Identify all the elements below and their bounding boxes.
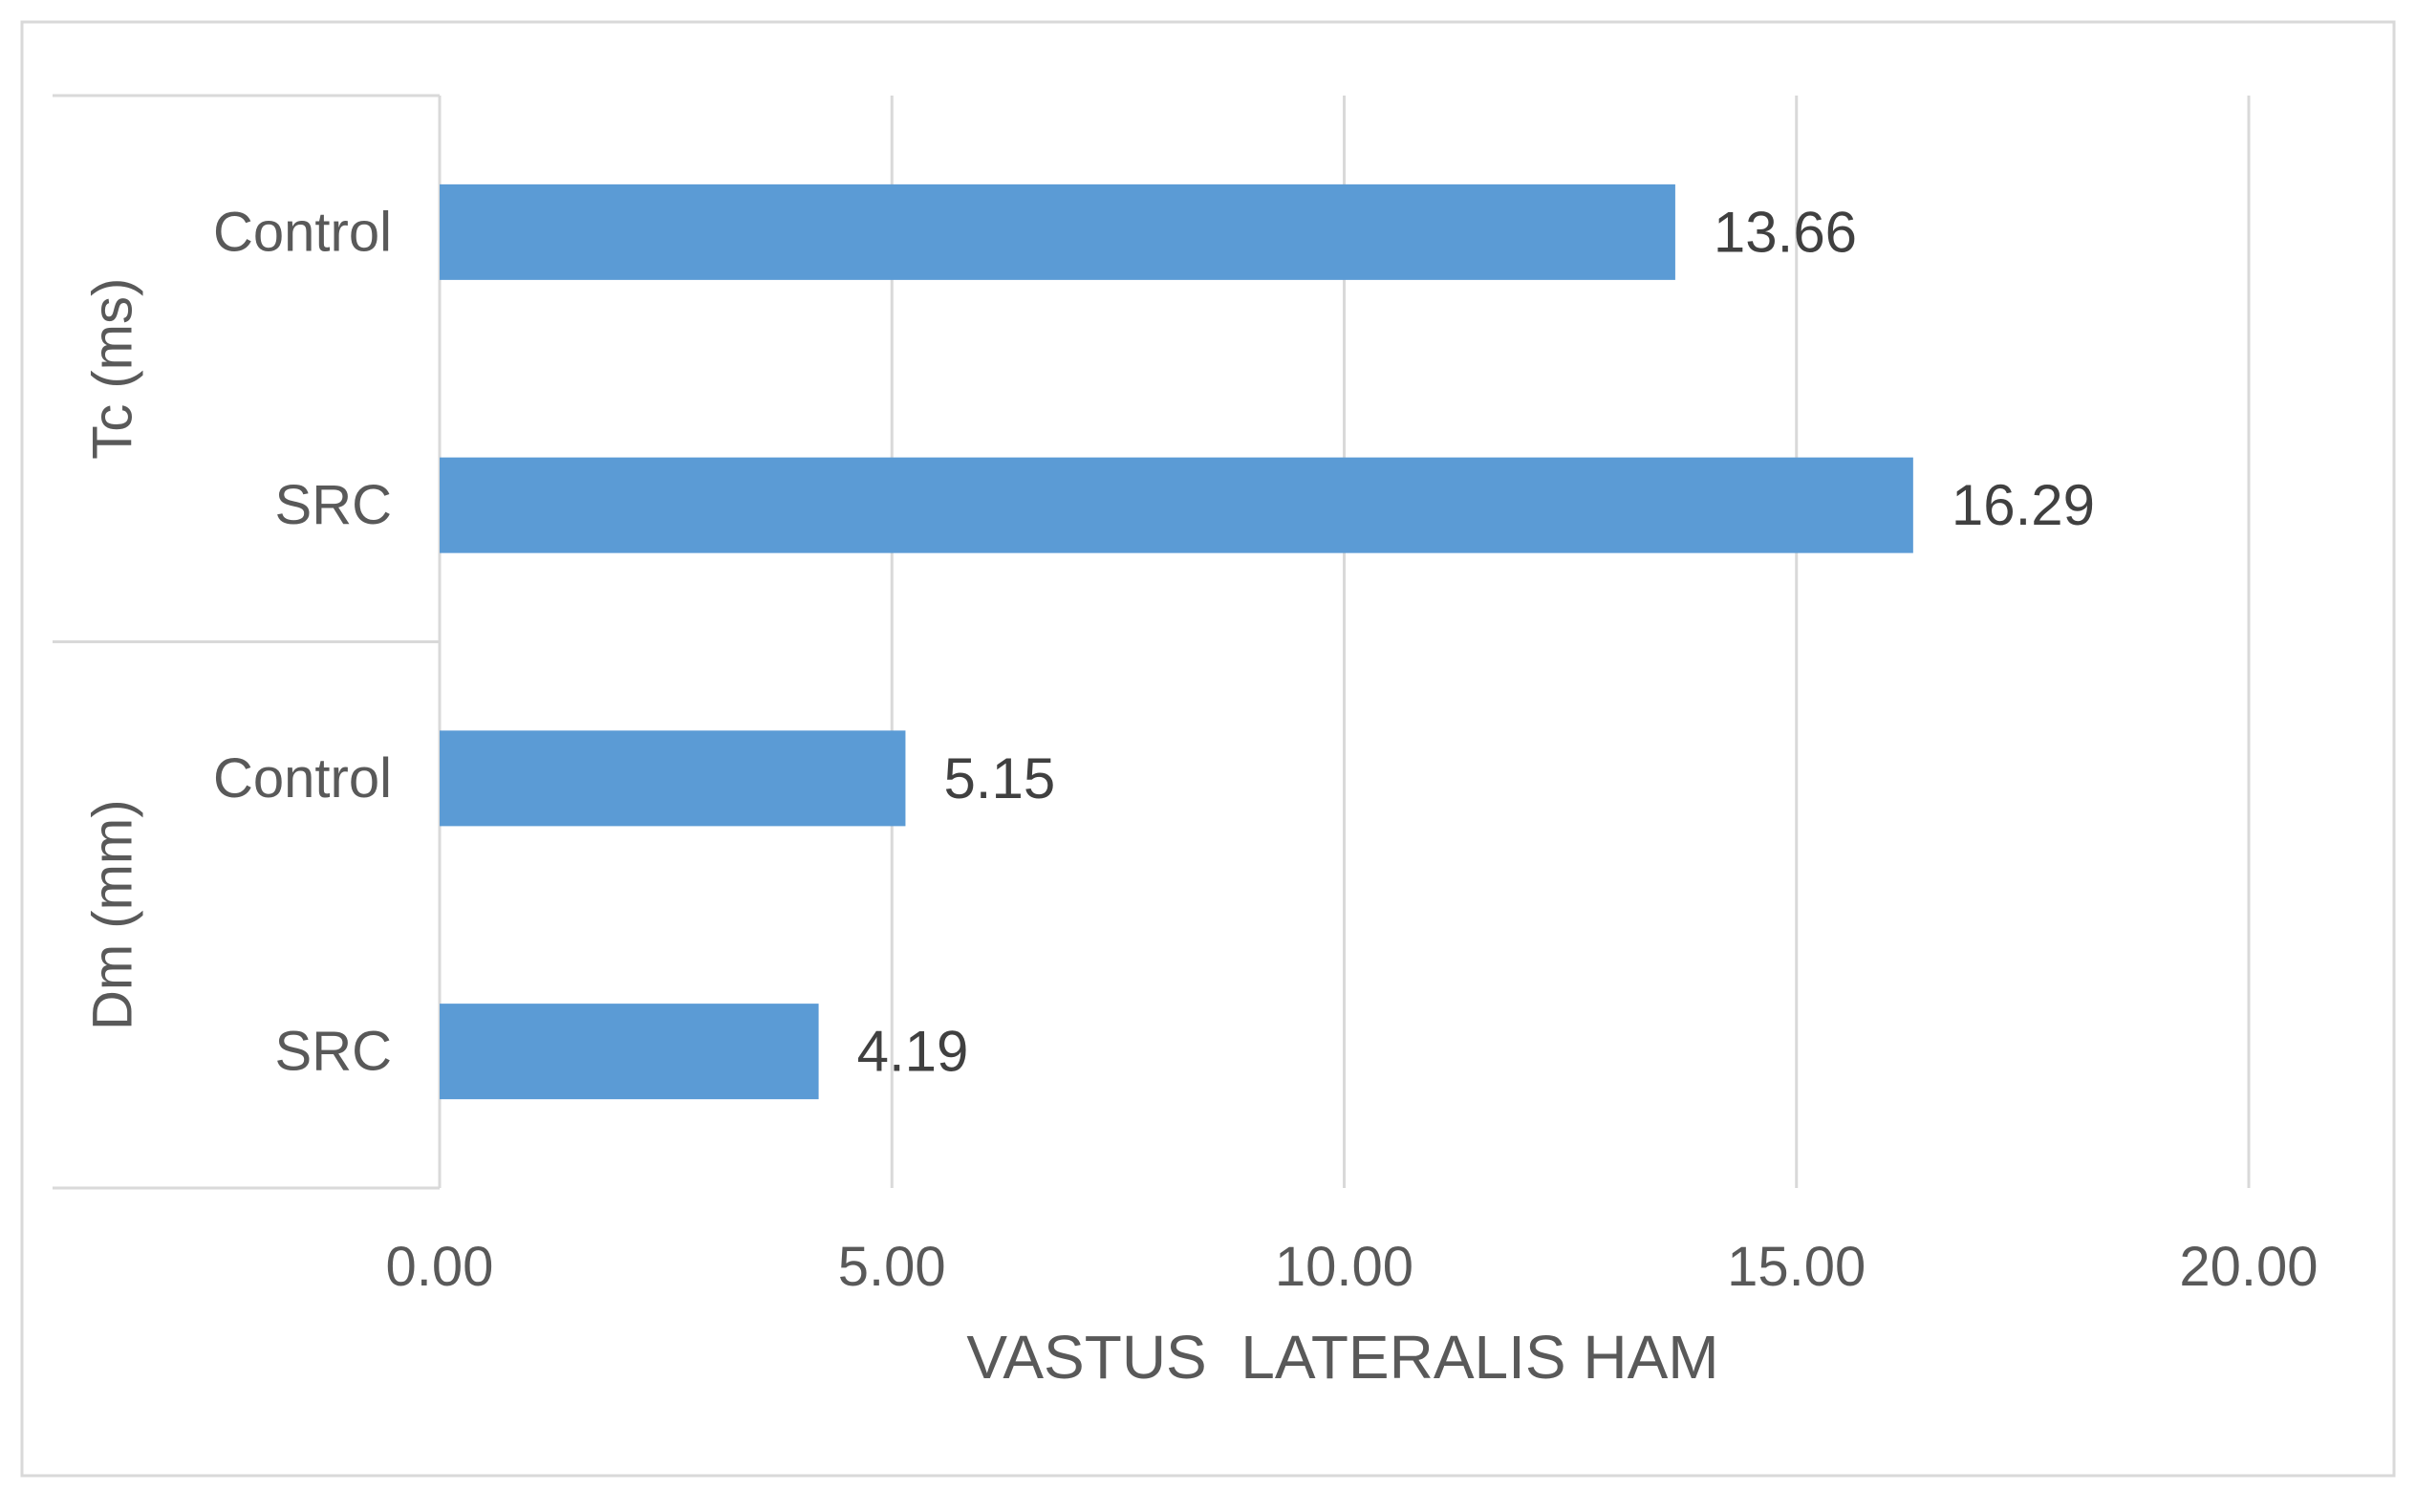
data-label: 5.15 — [943, 746, 1055, 810]
group-label: Dm (mm) — [82, 799, 144, 1030]
category-label: Control — [213, 201, 392, 263]
bars — [440, 184, 1913, 1100]
data-labels: 13.66 16.29 5.15 4.19 — [857, 200, 2095, 1083]
x-tick-label: 20.00 — [2179, 1236, 2318, 1298]
x-axis-ticks: 0.00 5.00 10.00 15.00 20.00 — [386, 1236, 2319, 1298]
group-label: Tc (ms) — [82, 278, 144, 460]
x-tick-label: 10.00 — [1275, 1236, 1413, 1298]
category-axis: Tc (ms) Control SRC Dm (mm) Control SRC — [53, 94, 442, 1190]
bar — [440, 184, 1675, 280]
bar — [440, 457, 1913, 553]
x-tick-label: 15.00 — [1727, 1236, 1866, 1298]
bar — [440, 730, 906, 827]
x-axis-title: VASTUS LATERALIS HAM — [966, 1323, 1718, 1392]
bar — [440, 1004, 819, 1100]
category-label: SRC — [275, 1021, 392, 1083]
category-label: Control — [213, 747, 392, 810]
data-label: 16.29 — [1952, 473, 2095, 537]
x-tick-label: 0.00 — [386, 1236, 494, 1298]
data-label: 13.66 — [1714, 200, 1857, 264]
category-label: SRC — [275, 474, 392, 536]
data-label: 4.19 — [857, 1020, 969, 1084]
x-tick-label: 5.00 — [838, 1236, 946, 1298]
